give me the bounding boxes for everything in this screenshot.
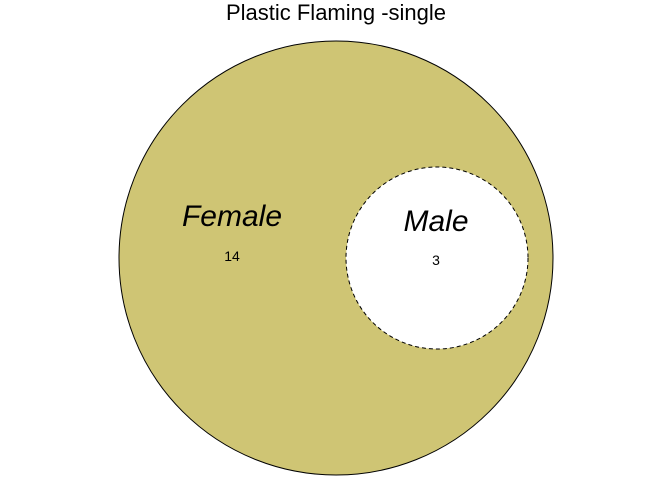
- diagram-title: Plastic Flaming -single: [226, 0, 446, 25]
- male-count-label: 3: [432, 252, 440, 268]
- male-set-label: Male: [403, 205, 468, 238]
- female-set-label: Female: [182, 200, 282, 233]
- male-set-circle: [345, 166, 529, 350]
- female-set-circle: [118, 40, 554, 476]
- female-count-label: 14: [224, 248, 240, 264]
